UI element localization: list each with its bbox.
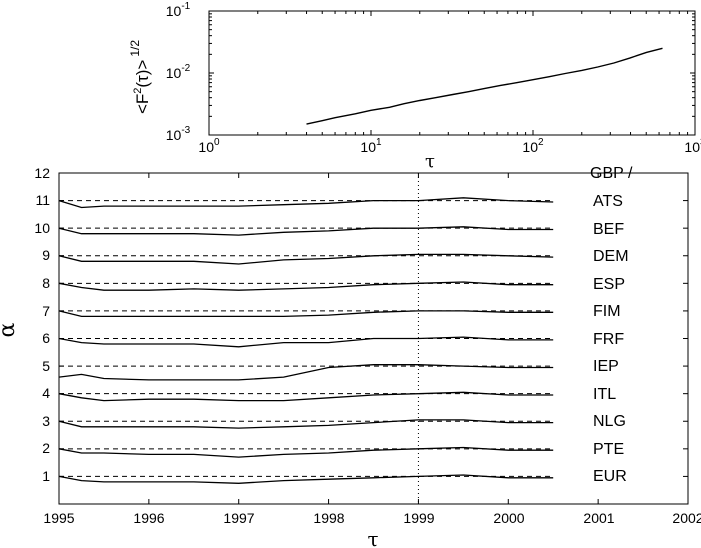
series-line-dem <box>58 253 554 265</box>
series-line-fim <box>58 310 554 318</box>
series-line-bef <box>58 226 554 236</box>
main-chart: 1995 1996 1997 1998 1999 2000 2001 2002 … <box>0 165 701 548</box>
inset-y-tick-label-0: 10-3 <box>166 125 191 143</box>
series-line-frf <box>58 336 554 348</box>
x-tick-1997: 1997 <box>223 510 254 526</box>
y-tick-12: 12 <box>34 165 50 181</box>
y-axis-label: α <box>0 322 20 337</box>
y-tick-5: 5 <box>42 358 50 374</box>
legend-header: GBP / <box>590 165 633 182</box>
inset-x-tick-label-1: 101 <box>360 137 382 155</box>
series-label-fim: FIM <box>593 303 621 320</box>
y-tick-4: 4 <box>42 385 50 401</box>
y-tick-9: 9 <box>42 247 50 263</box>
series-lines <box>58 197 554 484</box>
series-line-esp <box>58 281 554 291</box>
y-tick-8: 8 <box>42 275 50 291</box>
inset-x-tick-label-0: 100 <box>198 137 220 155</box>
x-axis-label: τ <box>367 527 378 548</box>
y-tick-3: 3 <box>42 413 50 429</box>
series-label-frf: FRF <box>593 331 624 348</box>
series-label-dem: DEM <box>593 248 629 265</box>
series-label-iep: IEP <box>593 358 619 375</box>
inset-x-axis-label: τ <box>425 151 435 172</box>
inset-plot-frame <box>208 10 696 136</box>
inset-chart: 100 101 102 103 10-3 10-2 10-1 τ <F2(τ)>… <box>128 1 701 172</box>
inset-y-axis-label: <F2(τ)>1/2 <box>128 40 152 114</box>
series-line-pte <box>58 446 554 458</box>
x-tick-1995: 1995 <box>43 510 74 526</box>
series-label-pte: PTE <box>593 441 624 458</box>
series-line-eur <box>58 474 554 484</box>
y-tick-6: 6 <box>42 330 50 346</box>
series-label-ats: ATS <box>593 193 623 210</box>
series-line-nlg <box>58 419 554 429</box>
x-tick-1998: 1998 <box>313 510 344 526</box>
y-tick-2: 2 <box>42 440 50 456</box>
y-tick-7: 7 <box>42 303 50 319</box>
series-line-itl <box>58 391 554 402</box>
inset-y-tick-label-2: 10-1 <box>166 1 191 19</box>
inset-series-line <box>306 47 663 125</box>
x-tick-2002: 2002 <box>672 510 701 526</box>
y-tick-1: 1 <box>42 468 50 484</box>
y-tick-10: 10 <box>34 220 50 236</box>
inset-x-tick-label-2: 102 <box>522 137 544 155</box>
inset-x-tick-label-3: 103 <box>684 137 701 155</box>
baselines <box>59 200 554 477</box>
series-label-esp: ESP <box>593 276 625 293</box>
series-label-eur: EUR <box>593 468 627 485</box>
series-label-itl: ITL <box>593 386 616 403</box>
series-line-iep <box>58 364 554 381</box>
x-tick-2000: 2000 <box>493 510 524 526</box>
series-label-nlg: NLG <box>593 413 626 430</box>
y-tick-11: 11 <box>35 192 50 208</box>
x-tick-1999: 1999 <box>403 510 434 526</box>
x-tick-2001: 2001 <box>583 510 614 526</box>
series-label-bef: BEF <box>593 221 624 238</box>
x-tick-1996: 1996 <box>133 510 164 526</box>
inset-y-tick-label-1: 10-2 <box>166 63 191 81</box>
inset-ticks <box>208 11 695 136</box>
series-line-ats <box>58 197 554 209</box>
